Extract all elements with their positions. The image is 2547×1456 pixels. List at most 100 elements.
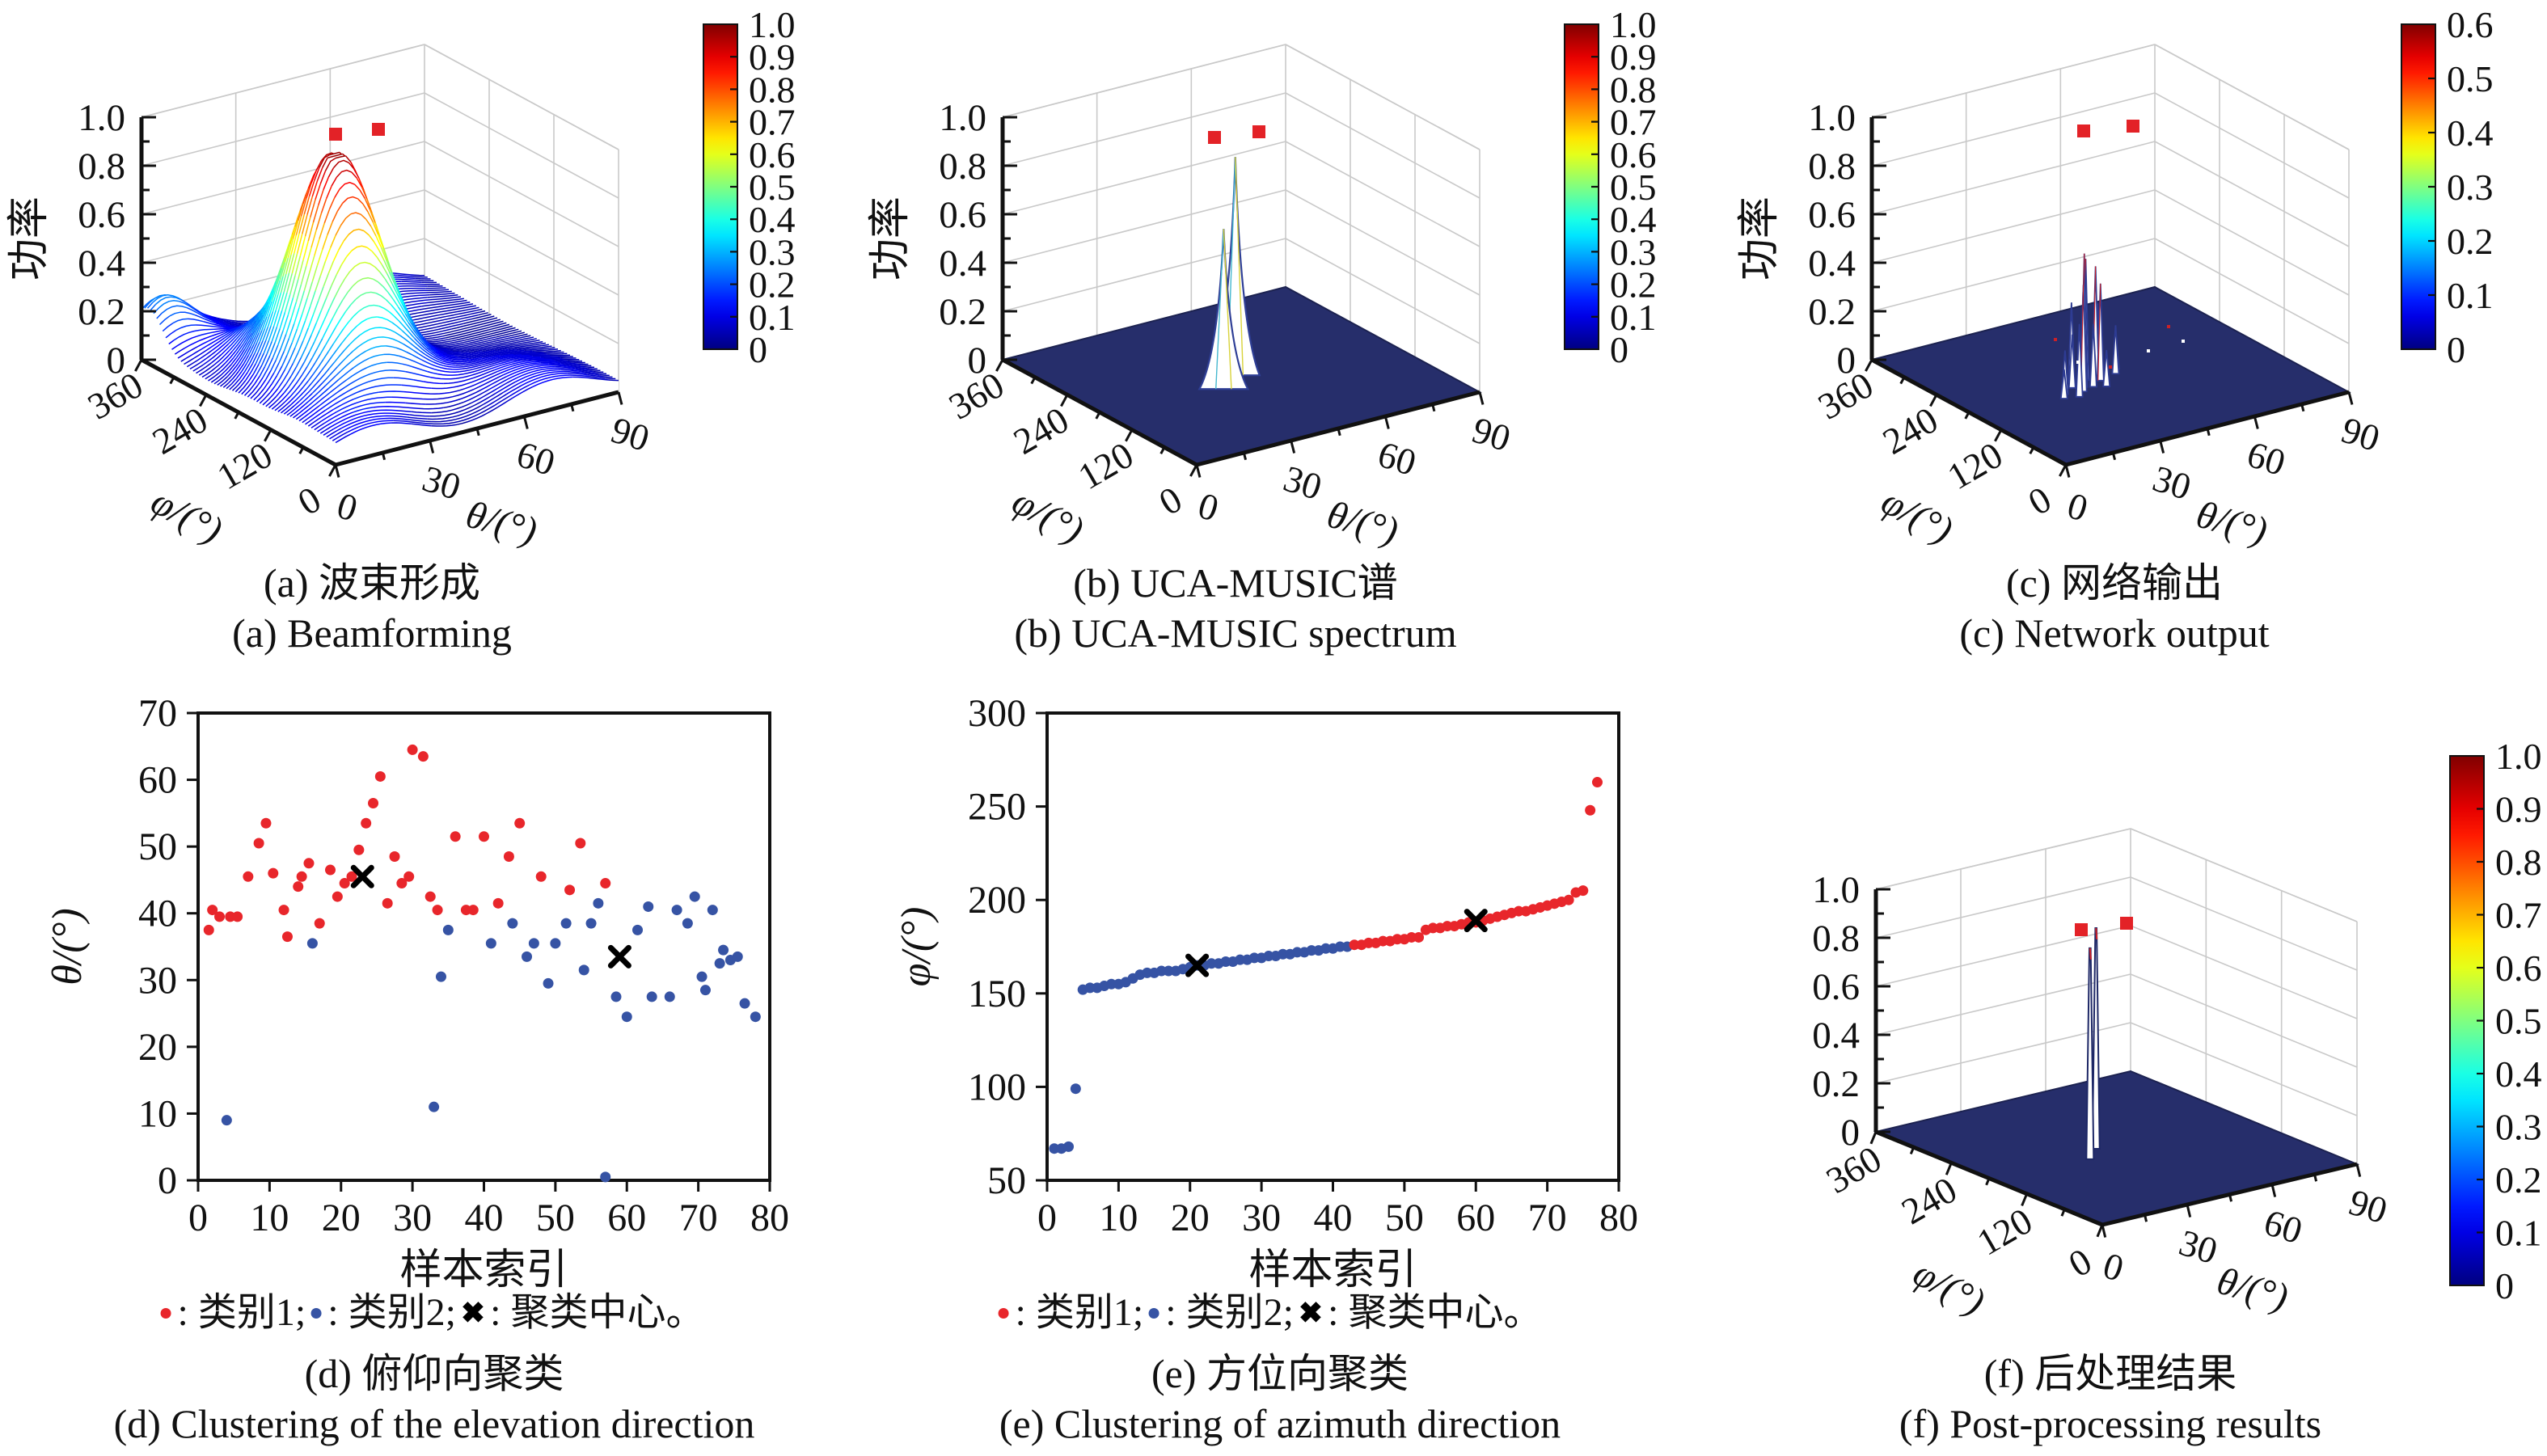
data-point (382, 897, 393, 909)
surface-row-stroke (360, 213, 367, 220)
surface-row-stroke (401, 330, 408, 336)
surface-row-stroke (146, 302, 154, 309)
data-point (346, 871, 357, 882)
phi-tick (298, 446, 305, 454)
surface-row-stroke (399, 283, 425, 285)
surface-row-stroke (509, 384, 530, 397)
surface-row-stroke (267, 311, 274, 327)
surface-row-stroke (233, 327, 244, 340)
plot-box (196, 711, 771, 1182)
surface-row-stroke (210, 353, 222, 364)
surface-row-stroke (286, 382, 298, 395)
surface-row-stroke (307, 418, 319, 427)
x-tick-label: 10 (1099, 1196, 1138, 1239)
surface-row-stroke (342, 292, 348, 301)
surface-row-stroke (363, 230, 370, 236)
output-spike-red-edge (2097, 283, 2101, 381)
surface-row-stroke (434, 348, 441, 353)
surface-row-stroke (450, 336, 526, 352)
surface-row-stroke (324, 336, 332, 346)
surface-row-stroke (196, 312, 203, 317)
phi-tick-label: 120 (1970, 1200, 2039, 1264)
surface-row-stroke (231, 385, 239, 391)
surface-row-stroke (403, 326, 410, 333)
theta-tick-label: 60 (2242, 433, 2290, 483)
surface-row-stroke (273, 362, 280, 373)
z-tick-label: 0.4 (78, 243, 125, 285)
data-point (689, 891, 700, 902)
surface-row-stroke (195, 314, 206, 320)
theta-tick-label: 60 (1373, 433, 1421, 483)
surface-row-stroke (395, 409, 412, 413)
surface-row-stroke (412, 349, 419, 355)
surface-row-stroke (312, 205, 319, 223)
surface-row-stroke (334, 287, 340, 298)
surface-row-stroke (442, 361, 454, 365)
true-doa-square-marker (2127, 120, 2139, 133)
surface-row-stroke (311, 264, 319, 282)
surface-row-stroke (311, 382, 323, 394)
surface-row-stroke (427, 294, 458, 298)
surface-row-stroke (266, 301, 273, 317)
surface-row-stroke (285, 375, 292, 385)
surface-row-stroke (310, 290, 316, 306)
surface-row-stroke (218, 363, 230, 374)
panel-d-legend: : 类别1; : 类别2; ✖: 聚类中心。 (156, 1290, 704, 1336)
surface-row-stroke (208, 373, 219, 382)
surface-row-stroke (226, 370, 234, 378)
surface-row-stroke (399, 355, 410, 361)
theta-tick (2313, 1174, 2318, 1182)
surface-row-stroke (327, 411, 353, 426)
caption-en: (e) Clustering of azimuth direction (999, 1401, 1561, 1446)
surface-row-stroke (196, 324, 217, 328)
surface-row-stroke (253, 332, 260, 345)
surface-row-stroke (323, 428, 334, 436)
surface-row-stroke (537, 361, 559, 363)
surface-row-stroke (446, 356, 461, 359)
surface-row-stroke (235, 332, 243, 340)
surface-row-stroke (395, 331, 401, 336)
surface-row-stroke (294, 400, 300, 407)
surface-row-stroke (319, 222, 326, 239)
surface-row-stroke (257, 314, 264, 327)
phi-tick-label: 360 (1819, 1137, 1888, 1201)
surface-row-stroke (535, 349, 561, 353)
surface-row-stroke (551, 359, 568, 361)
surface-row-stroke (256, 365, 263, 375)
surface-row-stroke (260, 340, 267, 353)
theta-tick (2159, 440, 2165, 454)
surface-row-stroke (392, 298, 399, 308)
theta-tick (2144, 1214, 2148, 1222)
caption-en: (c) Network output (1959, 610, 2270, 656)
surface-row-stroke (352, 343, 364, 352)
surface-row-stroke (439, 351, 455, 357)
surface-row-stroke (347, 285, 353, 293)
z-tick-label: 0.8 (1812, 918, 1860, 960)
surface-row-stroke (581, 370, 597, 374)
surface-row-stroke (353, 357, 370, 369)
surface-row-stroke (521, 358, 552, 361)
surface-row-stroke (316, 249, 323, 266)
surface-row-stroke (312, 300, 319, 315)
theta-tick (429, 440, 435, 454)
data-point (467, 905, 479, 916)
surface-row-stroke (158, 315, 171, 326)
phi-tick-label: 360 (1811, 364, 1880, 428)
surface-row-stroke (161, 305, 188, 314)
colorbar-tick-label: 0.6 (2447, 4, 2494, 45)
theta-tick (1195, 464, 1202, 478)
phi-tick-label: 0 (2021, 478, 2058, 523)
surface-row-stroke (278, 291, 285, 310)
surface-row-stroke (291, 253, 298, 274)
surface-row-stroke (393, 420, 409, 423)
theta-tick-label: 60 (512, 433, 560, 483)
surface-row-stroke (515, 369, 561, 382)
surface-row-stroke (362, 336, 389, 344)
surface-row-stroke (246, 353, 252, 365)
surface-row-stroke (269, 386, 276, 394)
surface-row-stroke (587, 373, 603, 378)
surface-row-stroke (452, 353, 514, 365)
surface-row-stroke (302, 366, 308, 375)
x-tick-label: 70 (1528, 1196, 1567, 1239)
